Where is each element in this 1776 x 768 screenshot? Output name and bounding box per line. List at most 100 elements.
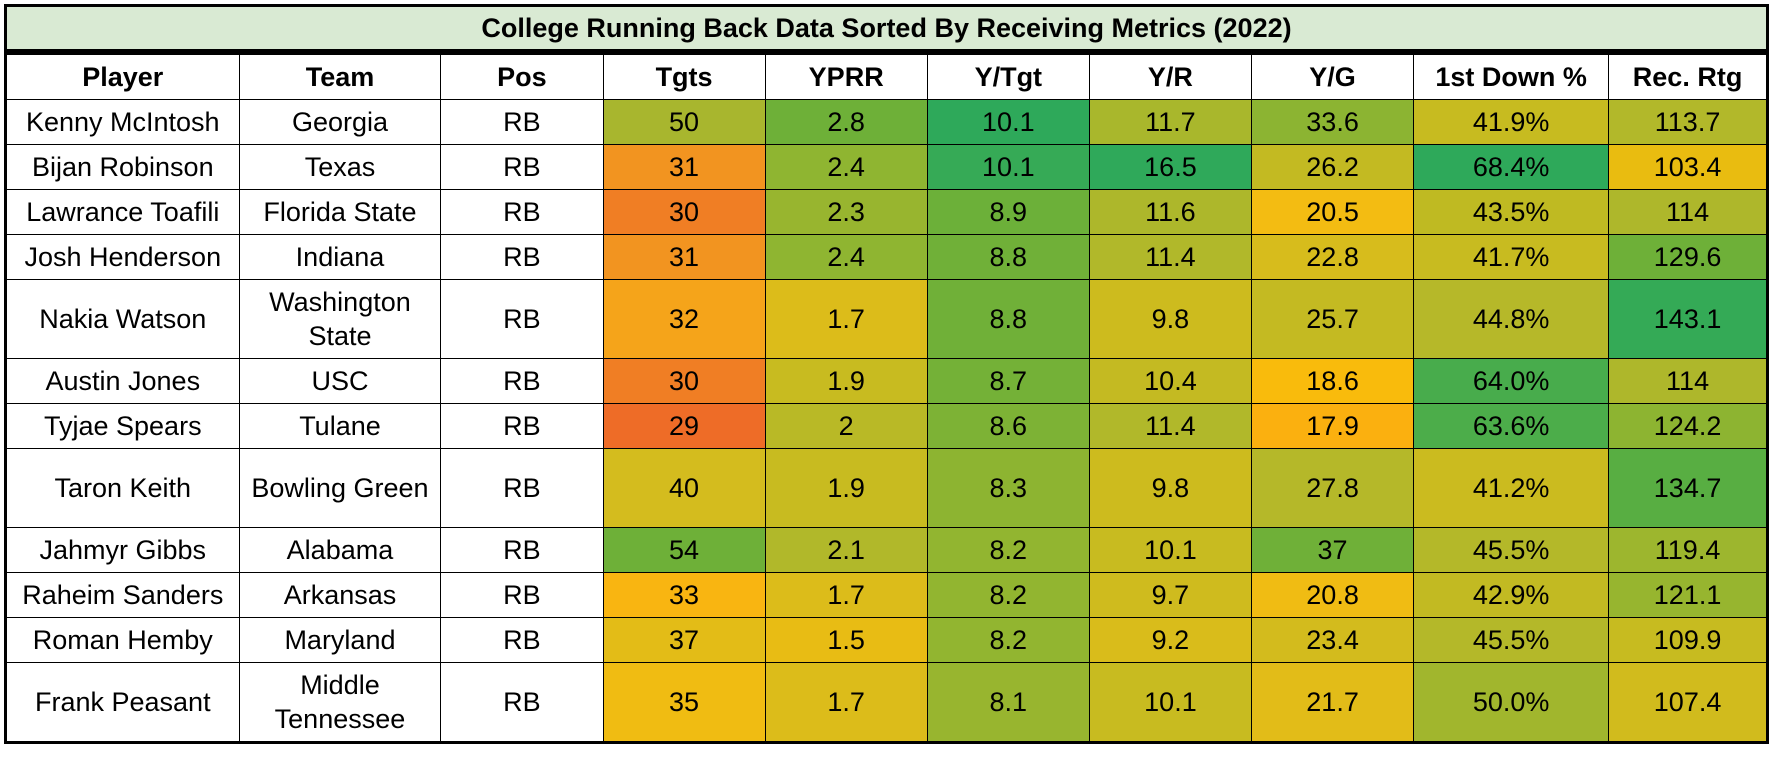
pos-cell[interactable]: RB xyxy=(440,403,604,449)
first-down-pct-cell[interactable]: 44.8% xyxy=(1413,279,1610,359)
column-header-y-per-g[interactable]: Y/G xyxy=(1250,53,1415,100)
yprr-cell[interactable]: 2.4 xyxy=(764,144,928,190)
player-cell[interactable]: Austin Jones xyxy=(5,358,240,404)
column-header-rec-rtg[interactable]: Rec. Rtg xyxy=(1608,53,1768,100)
pos-cell[interactable]: RB xyxy=(440,279,604,359)
player-cell[interactable]: Raheim Sanders xyxy=(5,572,240,618)
rec-rtg-cell[interactable]: 134.7 xyxy=(1608,448,1768,528)
column-header-tgts[interactable]: Tgts xyxy=(602,53,766,100)
team-cell[interactable]: Washington State xyxy=(238,279,442,359)
column-header-y-per-r[interactable]: Y/R xyxy=(1088,53,1253,100)
pos-cell[interactable]: RB xyxy=(440,358,604,404)
y-per-r-cell[interactable]: 11.6 xyxy=(1088,189,1253,235)
first-down-pct-cell[interactable]: 41.9% xyxy=(1413,99,1610,145)
player-cell[interactable]: Lawrance Toafili xyxy=(5,189,240,235)
y-per-g-cell[interactable]: 20.5 xyxy=(1250,189,1415,235)
first-down-pct-cell[interactable]: 45.5% xyxy=(1413,617,1610,663)
team-cell[interactable]: Florida State xyxy=(238,189,442,235)
first-down-pct-cell[interactable]: 45.5% xyxy=(1413,527,1610,573)
column-header-yprr[interactable]: YPRR xyxy=(764,53,928,100)
y-per-tgt-cell[interactable]: 8.7 xyxy=(926,358,1090,404)
player-cell[interactable]: Jahmyr Gibbs xyxy=(5,527,240,573)
tgts-cell[interactable]: 37 xyxy=(602,617,766,663)
team-cell[interactable]: USC xyxy=(238,358,442,404)
tgts-cell[interactable]: 31 xyxy=(602,234,766,280)
player-cell[interactable]: Nakia Watson xyxy=(5,279,240,359)
pos-cell[interactable]: RB xyxy=(440,662,604,743)
yprr-cell[interactable]: 1.9 xyxy=(764,358,928,404)
rec-rtg-cell[interactable]: 143.1 xyxy=(1608,279,1768,359)
team-cell[interactable]: Bowling Green xyxy=(238,448,442,528)
yprr-cell[interactable]: 2.8 xyxy=(764,99,928,145)
team-cell[interactable]: Arkansas xyxy=(238,572,442,618)
y-per-g-cell[interactable]: 37 xyxy=(1250,527,1415,573)
pos-cell[interactable]: RB xyxy=(440,189,604,235)
rec-rtg-cell[interactable]: 124.2 xyxy=(1608,403,1768,449)
y-per-r-cell[interactable]: 11.4 xyxy=(1088,403,1253,449)
y-per-g-cell[interactable]: 17.9 xyxy=(1250,403,1415,449)
pos-cell[interactable]: RB xyxy=(440,144,604,190)
tgts-cell[interactable]: 54 xyxy=(602,527,766,573)
team-cell[interactable]: Alabama xyxy=(238,527,442,573)
tgts-cell[interactable]: 31 xyxy=(602,144,766,190)
y-per-g-cell[interactable]: 18.6 xyxy=(1250,358,1415,404)
y-per-tgt-cell[interactable]: 8.8 xyxy=(926,234,1090,280)
yprr-cell[interactable]: 2.3 xyxy=(764,189,928,235)
yprr-cell[interactable]: 2.4 xyxy=(764,234,928,280)
y-per-g-cell[interactable]: 26.2 xyxy=(1250,144,1415,190)
team-cell[interactable]: Middle Tennessee xyxy=(238,662,442,743)
yprr-cell[interactable]: 1.5 xyxy=(764,617,928,663)
rec-rtg-cell[interactable]: 114 xyxy=(1608,189,1768,235)
y-per-tgt-cell[interactable]: 8.1 xyxy=(926,662,1090,743)
y-per-g-cell[interactable]: 21.7 xyxy=(1250,662,1415,743)
rec-rtg-cell[interactable]: 109.9 xyxy=(1608,617,1768,663)
column-header-y-per-tgt[interactable]: Y/Tgt xyxy=(926,53,1090,100)
first-down-pct-cell[interactable]: 68.4% xyxy=(1413,144,1610,190)
y-per-tgt-cell[interactable]: 8.2 xyxy=(926,617,1090,663)
y-per-tgt-cell[interactable]: 8.6 xyxy=(926,403,1090,449)
y-per-tgt-cell[interactable]: 8.9 xyxy=(926,189,1090,235)
player-cell[interactable]: Kenny McIntosh xyxy=(5,99,240,145)
pos-cell[interactable]: RB xyxy=(440,234,604,280)
y-per-r-cell[interactable]: 9.8 xyxy=(1088,279,1253,359)
rec-rtg-cell[interactable]: 103.4 xyxy=(1608,144,1768,190)
yprr-cell[interactable]: 1.7 xyxy=(764,662,928,743)
rec-rtg-cell[interactable]: 129.6 xyxy=(1608,234,1768,280)
first-down-pct-cell[interactable]: 64.0% xyxy=(1413,358,1610,404)
tgts-cell[interactable]: 50 xyxy=(602,99,766,145)
y-per-g-cell[interactable]: 33.6 xyxy=(1250,99,1415,145)
column-header-player[interactable]: Player xyxy=(5,53,240,100)
yprr-cell[interactable]: 1.7 xyxy=(764,279,928,359)
rec-rtg-cell[interactable]: 107.4 xyxy=(1608,662,1768,743)
tgts-cell[interactable]: 30 xyxy=(602,189,766,235)
y-per-tgt-cell[interactable]: 8.3 xyxy=(926,448,1090,528)
y-per-g-cell[interactable]: 20.8 xyxy=(1250,572,1415,618)
first-down-pct-cell[interactable]: 43.5% xyxy=(1413,189,1610,235)
team-cell[interactable]: Indiana xyxy=(238,234,442,280)
yprr-cell[interactable]: 1.7 xyxy=(764,572,928,618)
player-cell[interactable]: Taron Keith xyxy=(5,448,240,528)
yprr-cell[interactable]: 2.1 xyxy=(764,527,928,573)
first-down-pct-cell[interactable]: 50.0% xyxy=(1413,662,1610,743)
first-down-pct-cell[interactable]: 41.2% xyxy=(1413,448,1610,528)
rec-rtg-cell[interactable]: 121.1 xyxy=(1608,572,1768,618)
y-per-r-cell[interactable]: 9.8 xyxy=(1088,448,1253,528)
column-header-first-down-pct[interactable]: 1st Down % xyxy=(1413,53,1610,100)
team-cell[interactable]: Maryland xyxy=(238,617,442,663)
yprr-cell[interactable]: 1.9 xyxy=(764,448,928,528)
pos-cell[interactable]: RB xyxy=(440,617,604,663)
pos-cell[interactable]: RB xyxy=(440,99,604,145)
team-cell[interactable]: Texas xyxy=(238,144,442,190)
rec-rtg-cell[interactable]: 119.4 xyxy=(1608,527,1768,573)
player-cell[interactable]: Frank Peasant xyxy=(5,662,240,743)
tgts-cell[interactable]: 33 xyxy=(602,572,766,618)
player-cell[interactable]: Roman Hemby xyxy=(5,617,240,663)
y-per-r-cell[interactable]: 10.1 xyxy=(1088,662,1253,743)
team-cell[interactable]: Tulane xyxy=(238,403,442,449)
tgts-cell[interactable]: 35 xyxy=(602,662,766,743)
y-per-g-cell[interactable]: 25.7 xyxy=(1250,279,1415,359)
y-per-tgt-cell[interactable]: 10.1 xyxy=(926,144,1090,190)
tgts-cell[interactable]: 29 xyxy=(602,403,766,449)
rec-rtg-cell[interactable]: 113.7 xyxy=(1608,99,1768,145)
y-per-r-cell[interactable]: 9.7 xyxy=(1088,572,1253,618)
